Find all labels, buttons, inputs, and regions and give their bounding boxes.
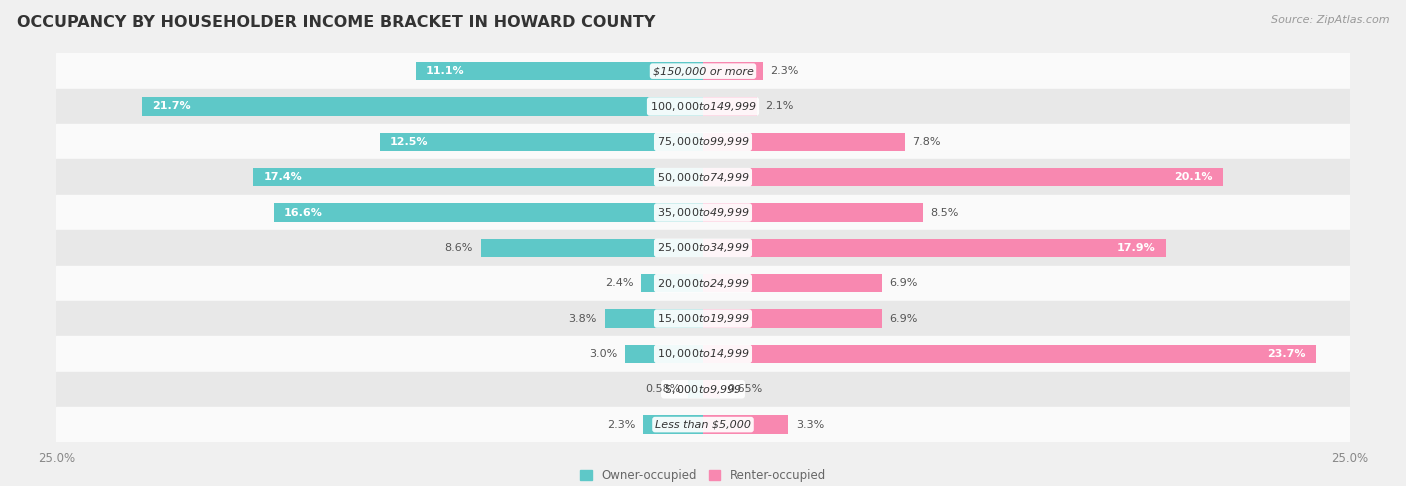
Bar bbox=[481, 239, 703, 257]
Bar bbox=[703, 416, 789, 434]
Text: 3.3%: 3.3% bbox=[796, 419, 824, 430]
Bar bbox=[56, 230, 1350, 265]
Text: $15,000 to $19,999: $15,000 to $19,999 bbox=[657, 312, 749, 325]
Text: 17.4%: 17.4% bbox=[263, 172, 302, 182]
Bar bbox=[56, 89, 1350, 124]
Bar bbox=[703, 345, 1316, 363]
Text: $100,000 to $149,999: $100,000 to $149,999 bbox=[650, 100, 756, 113]
Bar bbox=[56, 265, 1350, 301]
Text: $35,000 to $49,999: $35,000 to $49,999 bbox=[657, 206, 749, 219]
Text: 3.8%: 3.8% bbox=[568, 313, 598, 324]
Bar bbox=[56, 53, 1350, 89]
Bar bbox=[416, 62, 703, 80]
Text: 8.5%: 8.5% bbox=[931, 208, 959, 218]
Text: OCCUPANCY BY HOUSEHOLDER INCOME BRACKET IN HOWARD COUNTY: OCCUPANCY BY HOUSEHOLDER INCOME BRACKET … bbox=[17, 15, 655, 30]
Text: 2.3%: 2.3% bbox=[770, 66, 799, 76]
Bar bbox=[703, 274, 882, 293]
Text: $75,000 to $99,999: $75,000 to $99,999 bbox=[657, 135, 749, 148]
Bar bbox=[703, 97, 758, 116]
Bar bbox=[142, 97, 703, 116]
Bar bbox=[703, 380, 720, 399]
Text: 6.9%: 6.9% bbox=[889, 278, 918, 288]
Bar bbox=[56, 336, 1350, 372]
Bar bbox=[56, 195, 1350, 230]
Text: 0.65%: 0.65% bbox=[727, 384, 763, 394]
Bar bbox=[253, 168, 703, 186]
Bar bbox=[703, 168, 1223, 186]
Text: 2.1%: 2.1% bbox=[765, 102, 793, 111]
Bar bbox=[688, 380, 703, 399]
Bar bbox=[56, 301, 1350, 336]
Text: $150,000 or more: $150,000 or more bbox=[652, 66, 754, 76]
Text: 0.58%: 0.58% bbox=[645, 384, 681, 394]
Bar bbox=[703, 133, 905, 151]
Bar bbox=[56, 407, 1350, 442]
Text: 2.3%: 2.3% bbox=[607, 419, 636, 430]
Text: 3.0%: 3.0% bbox=[589, 349, 617, 359]
Text: Source: ZipAtlas.com: Source: ZipAtlas.com bbox=[1271, 15, 1389, 25]
Text: Less than $5,000: Less than $5,000 bbox=[655, 419, 751, 430]
Bar bbox=[56, 159, 1350, 195]
Bar bbox=[703, 203, 922, 222]
Bar bbox=[703, 239, 1166, 257]
Text: $5,000 to $9,999: $5,000 to $9,999 bbox=[664, 383, 742, 396]
Text: 16.6%: 16.6% bbox=[284, 208, 323, 218]
Bar bbox=[605, 310, 703, 328]
Text: 23.7%: 23.7% bbox=[1267, 349, 1306, 359]
Legend: Owner-occupied, Renter-occupied: Owner-occupied, Renter-occupied bbox=[575, 465, 831, 486]
Text: 2.4%: 2.4% bbox=[605, 278, 633, 288]
Bar bbox=[641, 274, 703, 293]
Text: 8.6%: 8.6% bbox=[444, 243, 472, 253]
Bar bbox=[703, 62, 762, 80]
Bar bbox=[56, 124, 1350, 159]
Text: $10,000 to $14,999: $10,000 to $14,999 bbox=[657, 347, 749, 361]
Text: 12.5%: 12.5% bbox=[389, 137, 429, 147]
Text: $20,000 to $24,999: $20,000 to $24,999 bbox=[657, 277, 749, 290]
Text: 6.9%: 6.9% bbox=[889, 313, 918, 324]
Bar bbox=[380, 133, 703, 151]
Text: 7.8%: 7.8% bbox=[912, 137, 941, 147]
Bar bbox=[274, 203, 703, 222]
Text: $25,000 to $34,999: $25,000 to $34,999 bbox=[657, 242, 749, 254]
Text: 11.1%: 11.1% bbox=[426, 66, 465, 76]
Text: 20.1%: 20.1% bbox=[1174, 172, 1212, 182]
Bar bbox=[626, 345, 703, 363]
Text: $50,000 to $74,999: $50,000 to $74,999 bbox=[657, 171, 749, 184]
Bar bbox=[644, 416, 703, 434]
Bar bbox=[703, 310, 882, 328]
Bar bbox=[56, 372, 1350, 407]
Text: 17.9%: 17.9% bbox=[1116, 243, 1156, 253]
Text: 21.7%: 21.7% bbox=[152, 102, 191, 111]
